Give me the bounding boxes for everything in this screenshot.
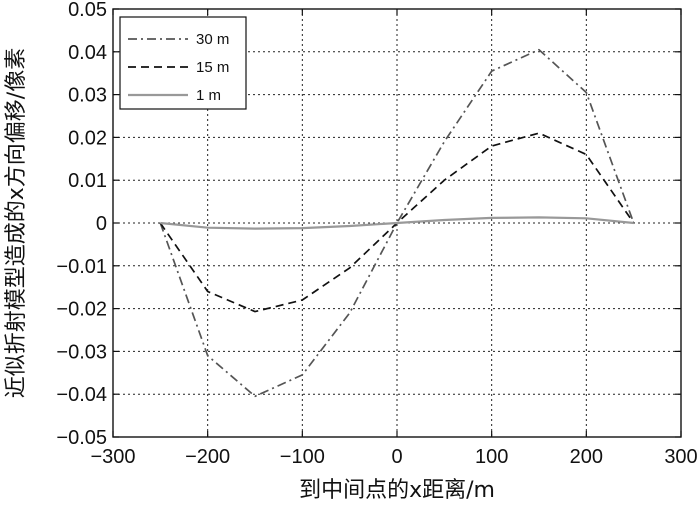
- y-tick-label: −0.05: [56, 427, 107, 449]
- x-tick-label: 0: [391, 446, 402, 468]
- series-line-0: [159, 48, 635, 398]
- y-tick-label: 0.04: [68, 42, 107, 64]
- legend-label-1: 15 m: [196, 59, 229, 76]
- legend-label-2: 1 m: [196, 87, 221, 104]
- y-tick-label: −0.03: [56, 341, 107, 363]
- legend-box: [119, 16, 247, 110]
- y-tick-label: 0.01: [68, 170, 107, 192]
- x-tick-label: −200: [185, 446, 230, 468]
- y-tick-label: 0.02: [68, 127, 107, 149]
- y-tick-label: 0: [96, 213, 107, 235]
- tick-marks: [112, 8, 682, 438]
- y-tick-label: −0.01: [56, 256, 107, 278]
- series-layer: [159, 48, 635, 398]
- legend: 30 m 15 m 1 m: [119, 16, 247, 110]
- y-tick-label: 0.03: [68, 85, 107, 107]
- y-tick-label: 0.05: [68, 0, 107, 21]
- y-tick-labels: −0.05 −0.04 −0.03 −0.02 −0.01 0 0.01 0.02 0.03 0.…: [56, 0, 107, 449]
- y-tick-label: −0.02: [56, 299, 107, 321]
- y-axis-title: 近似折射模型造成的x方向偏移/像素: [4, 48, 29, 398]
- x-tick-label: −100: [280, 446, 325, 468]
- y-tick-label: −0.04: [56, 384, 107, 406]
- x-tick-label: 300: [664, 446, 697, 468]
- x-tick-label: 100: [475, 446, 508, 468]
- x-axis-title: 到中间点的x距离/m: [299, 478, 495, 503]
- legend-label-0: 30 m: [196, 31, 229, 48]
- x-tick-labels: −300 −200 −100 0 100 200 300: [90, 446, 697, 468]
- series-line-2: [160, 216, 634, 230]
- x-tick-label: −300: [90, 446, 135, 468]
- x-tick-label: 200: [570, 446, 603, 468]
